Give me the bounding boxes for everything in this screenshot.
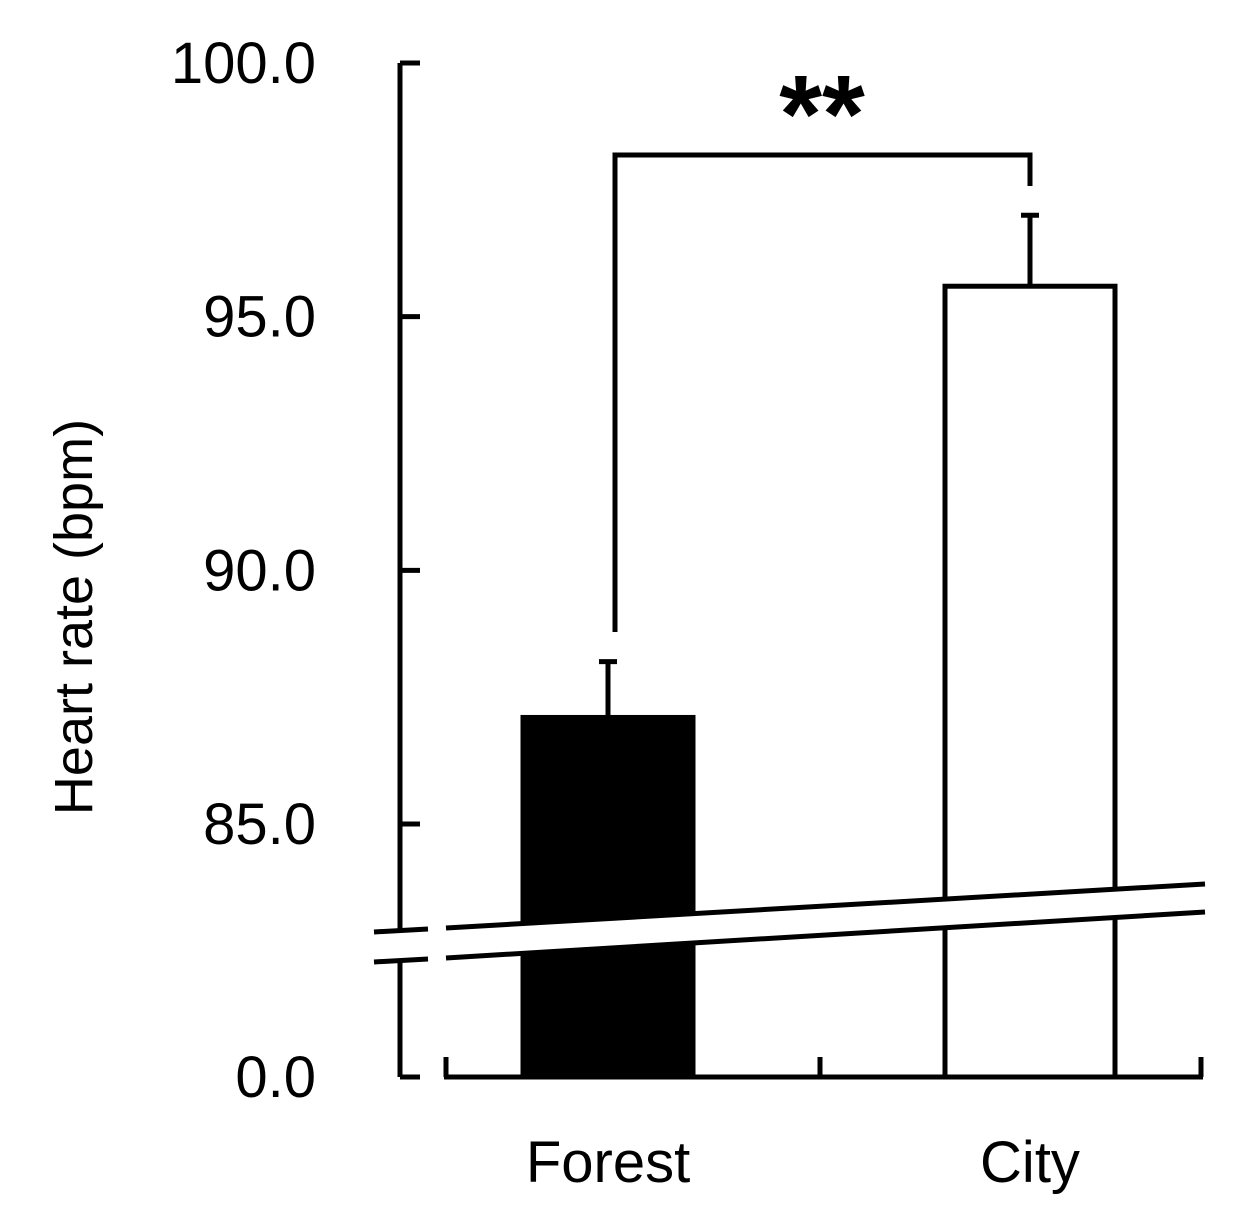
axis-break-line-lower: [445, 909, 1206, 961]
axis-break-mark-upper: [373, 926, 429, 935]
significance-label: **: [779, 53, 865, 176]
axis-break-line-upper: [445, 881, 1206, 931]
plot-area: Forest City 0.0 85.0 90.0 95.0 100.0: [171, 31, 1206, 1195]
y-tick-label-2: 90.0: [203, 538, 316, 603]
y-tick-label-1: 85.0: [203, 792, 316, 857]
y-tick-label-3: 95.0: [203, 285, 316, 350]
y-tick-label-4: 100.0: [171, 31, 316, 96]
bar-city: [942, 283, 1118, 1080]
y-tick-label-0: 0.0: [235, 1045, 316, 1110]
axis-break-mark-lower: [373, 956, 429, 965]
x-tick-label-city: City: [980, 1130, 1080, 1195]
significance-bracket: [612, 152, 1033, 632]
axis-break-gap: [374, 884, 1205, 962]
y-axis-title: Heart rate (bpm): [44, 419, 104, 815]
x-tick-label-forest: Forest: [526, 1130, 690, 1195]
bar-forest: [520, 714, 696, 1080]
